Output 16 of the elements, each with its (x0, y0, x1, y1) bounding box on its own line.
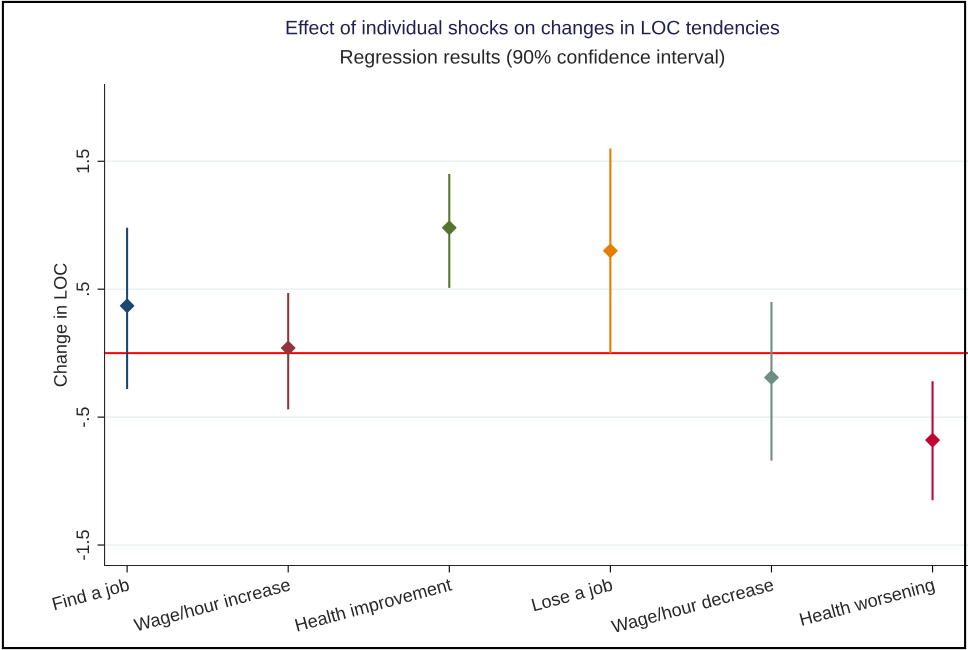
x-tick-label: Find a job (52, 578, 131, 614)
x-tick-label: Health worsening (799, 578, 936, 630)
y-tick-label: 1.5 (76, 149, 90, 172)
y-axis-title: Change in LOC (54, 263, 70, 386)
point (120, 298, 134, 314)
y-tick-label: -.5 (76, 407, 90, 427)
point (280, 340, 296, 356)
point (603, 244, 618, 258)
point (442, 220, 457, 236)
point (925, 432, 940, 448)
x-tick-label: Lose a job (531, 578, 614, 615)
y-tick-label: .5 (76, 282, 90, 296)
chart-subtitle: Regression results (90% confidence interval) (341, 49, 724, 68)
point (764, 370, 779, 385)
y-tick-label: -1.5 (76, 530, 90, 560)
chart-title: Effect of individual shocks on changes in LOC tendencies (286, 20, 780, 38)
